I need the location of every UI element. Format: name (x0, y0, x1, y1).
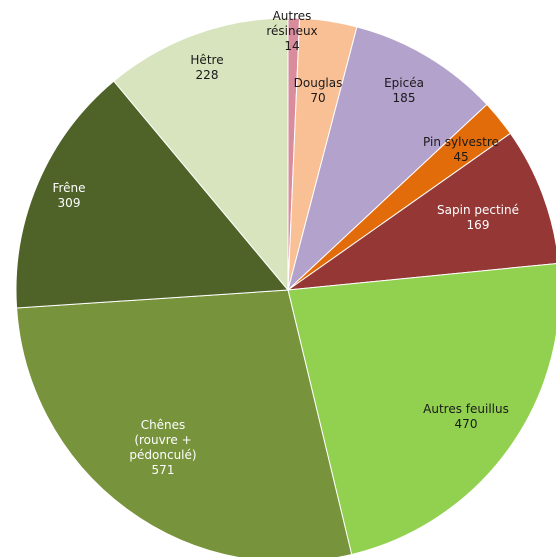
pie-label-1: Douglas 70 (294, 76, 343, 105)
pie-label-0: Autres résineux 14 (266, 9, 317, 53)
pie-slice-5 (287, 263, 556, 556)
pie-label-7: Frêne 309 (52, 181, 85, 210)
pie-slice-6 (16, 289, 353, 557)
pie-label-3: Pin sylvestre 45 (423, 135, 499, 164)
pie-label-4: Sapin pectiné 169 (437, 203, 519, 232)
pie-label-2: Epicéa 185 (384, 76, 424, 105)
pie-slice-4 (286, 132, 556, 291)
pie-slice-8 (113, 17, 289, 292)
pie-labels: Autres résineux 14 Douglas 70 Epicéa 185 Pin sy… (52, 9, 519, 477)
pie-slices (15, 17, 556, 557)
pie-label-8: Hêtre 228 (190, 53, 223, 82)
pie-label-5: Autres feuillus 470 (423, 402, 509, 431)
pie-slice-2 (287, 26, 488, 292)
pie-label-6: Chênes (rouvre + pédonculé) 571 (129, 418, 196, 477)
pie-slice-7 (15, 80, 290, 309)
